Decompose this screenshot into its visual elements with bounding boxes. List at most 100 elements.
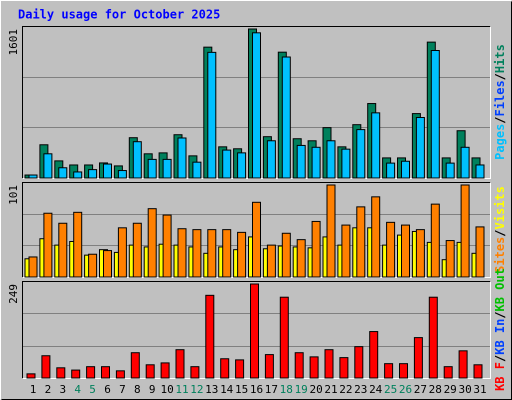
x-tick-label: 28	[429, 383, 442, 396]
bar	[415, 117, 425, 179]
x-tick-label: 19	[295, 383, 308, 396]
bar	[458, 350, 468, 379]
bar	[445, 162, 455, 179]
bar	[177, 137, 187, 179]
bar	[371, 196, 381, 278]
bar	[117, 227, 127, 278]
bar	[192, 161, 202, 179]
x-tick-label: 21	[324, 383, 337, 396]
legend-entry: Sites	[493, 237, 507, 273]
bar	[339, 357, 349, 379]
bar	[475, 226, 485, 278]
bar	[43, 153, 53, 179]
x-tick-label: 2	[45, 383, 52, 396]
bar	[430, 49, 440, 179]
bar	[252, 32, 261, 179]
y-tick-label: 1601	[7, 29, 20, 56]
bar	[220, 358, 230, 379]
x-tick-label: 1	[30, 383, 37, 396]
bar	[132, 141, 142, 179]
plot-border	[22, 182, 491, 278]
bar	[177, 228, 187, 278]
bar	[71, 369, 81, 379]
bar	[56, 367, 66, 379]
bar	[192, 229, 202, 278]
bar	[371, 112, 381, 179]
bar	[266, 244, 276, 278]
x-tick-label: 29	[444, 383, 457, 396]
bar	[160, 362, 170, 379]
x-tick-label: 22	[339, 383, 352, 396]
bar	[190, 366, 200, 379]
x-tick-label: 7	[119, 383, 126, 396]
x-tick-label: 11	[175, 383, 188, 396]
x-tick-label: 20	[309, 383, 322, 396]
bar	[460, 184, 470, 278]
legend-separator: /	[493, 355, 507, 362]
x-tick-label: 8	[134, 383, 141, 396]
bar	[175, 349, 185, 379]
legend: Sites/Visits	[493, 186, 507, 273]
bar	[356, 129, 366, 179]
legend: KB F/KB In/KB Out	[493, 268, 507, 391]
bar	[130, 352, 140, 379]
legend-entry: Files	[493, 80, 507, 116]
x-tick-label: 5	[89, 383, 96, 396]
bar	[88, 169, 98, 179]
plot-border	[22, 26, 491, 179]
x-tick-label: 17	[265, 383, 278, 396]
bar	[117, 170, 127, 179]
bar	[281, 56, 291, 179]
plot-border	[22, 281, 491, 379]
bar	[222, 229, 232, 278]
bar	[279, 296, 289, 379]
bar	[369, 331, 379, 379]
x-tick-label: 4	[74, 383, 81, 396]
bar	[326, 140, 336, 179]
legend-separator: /	[493, 73, 507, 80]
x-tick-label: 23	[354, 383, 367, 396]
bar	[430, 203, 440, 278]
bar	[250, 283, 259, 379]
bar	[354, 346, 364, 379]
legend-entry: KB Out	[493, 268, 507, 311]
bar	[443, 366, 453, 379]
y-tick-label: 249	[7, 284, 20, 304]
bar	[162, 214, 172, 278]
bar	[237, 152, 247, 179]
bar	[264, 354, 274, 379]
bar	[58, 167, 68, 179]
x-tick-label: 13	[205, 383, 218, 396]
x-tick-label: 10	[160, 383, 173, 396]
bar	[460, 146, 470, 179]
bar	[428, 296, 438, 379]
bar	[86, 366, 96, 379]
bar	[384, 363, 394, 379]
bar	[147, 158, 157, 179]
bar	[237, 231, 247, 278]
bar	[401, 224, 410, 278]
bar	[401, 160, 410, 179]
bar	[115, 370, 125, 379]
bar	[28, 256, 38, 278]
x-tick-label: 14	[220, 383, 234, 396]
plot-border	[22, 281, 491, 379]
bar	[26, 373, 36, 379]
chart-title: Daily usage for October 2025	[18, 8, 220, 22]
bar	[341, 224, 351, 278]
bar	[252, 201, 261, 278]
bar	[311, 220, 321, 278]
bar	[145, 364, 155, 379]
bar	[147, 208, 157, 278]
x-tick-label: 18	[280, 383, 293, 396]
bar	[132, 222, 142, 278]
x-tick-label: 6	[104, 383, 111, 396]
bar	[296, 144, 306, 179]
bar	[473, 364, 483, 379]
bar	[43, 212, 53, 278]
bar	[311, 146, 321, 179]
x-tick-label: 30	[458, 383, 471, 396]
bar	[324, 349, 334, 379]
